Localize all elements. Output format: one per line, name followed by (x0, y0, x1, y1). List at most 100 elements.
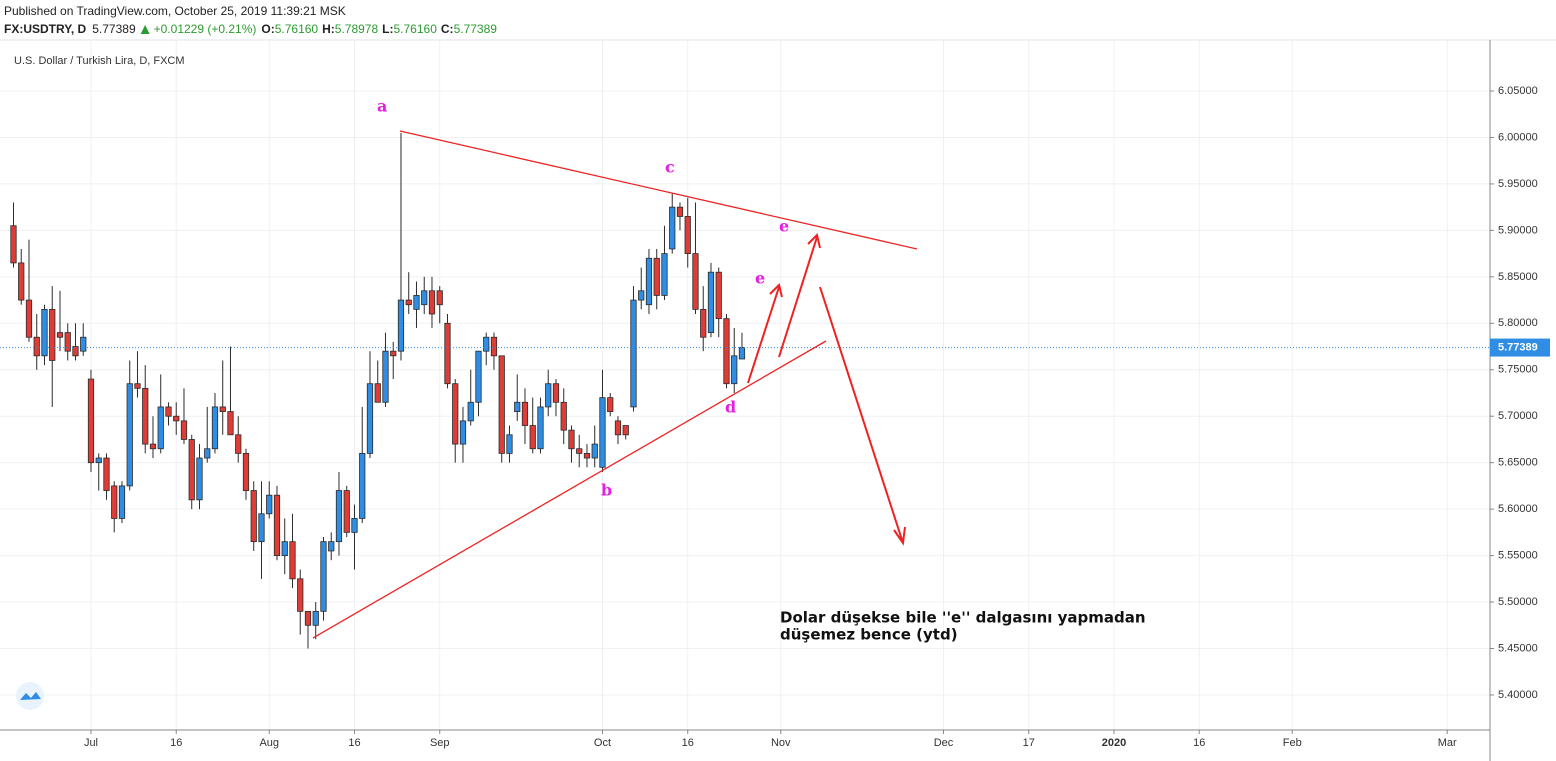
candle-body (95, 457, 102, 464)
drawings (312, 130, 918, 639)
candle-body (390, 350, 397, 357)
candle-body (80, 336, 87, 352)
ohlc-label: O: (261, 22, 274, 36)
x-tick-label: Dec (934, 737, 954, 749)
y-tick-label: 5.70000 (1498, 410, 1538, 422)
candle-body (715, 271, 722, 320)
x-tick-label: Sep (430, 737, 450, 749)
wave-label: e (755, 269, 765, 288)
y-tick-label: 5.45000 (1498, 642, 1538, 654)
candles (10, 132, 746, 649)
candle-body (118, 485, 126, 519)
candle-body (421, 290, 428, 306)
candle-body (576, 448, 583, 454)
x-tick-label: Nov (771, 737, 791, 749)
ohlc-label: L: (382, 22, 393, 36)
candle-body (142, 387, 149, 445)
y-tick-label: 5.55000 (1498, 550, 1538, 562)
candle-body (335, 490, 343, 543)
candle-body (149, 443, 157, 450)
candle-body (638, 290, 645, 301)
ohlc-value: 5.77389 (454, 22, 498, 36)
y-tick-label: 5.60000 (1498, 503, 1538, 515)
candle-body (157, 406, 164, 450)
note-line: düşemez bence (ytd) (780, 626, 958, 644)
candle-body (436, 290, 443, 306)
lower-trendline (312, 340, 827, 639)
candle-body (64, 332, 71, 352)
candle-body (103, 457, 110, 491)
candle-body (56, 332, 64, 338)
candle-body (700, 308, 707, 338)
candle-body (196, 457, 203, 501)
candle-body (545, 383, 552, 408)
legend-title: U.S. Dollar / Turkish Lira, D, FXCM (14, 55, 185, 67)
x-tick-label: 16 (682, 737, 694, 749)
candle-body (498, 355, 505, 454)
symbol: FX:USDTRY, D (4, 22, 87, 36)
candle-body (266, 494, 273, 515)
candle-body (475, 350, 482, 403)
y-tick-label: 5.65000 (1498, 457, 1538, 469)
candle-body (653, 257, 660, 296)
candle-body (72, 346, 79, 357)
quote-line: FX:USDTRY, D 5.77389 +0.01229 (+0.21%) O: 5.… (4, 22, 497, 36)
arrow (747, 283, 783, 384)
ohlc-label: C: (441, 22, 454, 36)
candle-body (351, 518, 358, 533)
candle-body (87, 378, 95, 464)
upper-trendline (399, 130, 918, 250)
candle-body (126, 383, 133, 487)
candle-body (289, 541, 296, 580)
wave-label: c (665, 158, 675, 177)
logo-circle (16, 682, 44, 710)
candle-body (428, 290, 436, 315)
candle-body (723, 318, 730, 385)
candle-body (599, 397, 606, 468)
candle-body (382, 350, 389, 403)
candle-body (607, 397, 614, 412)
candle-body (452, 383, 459, 445)
y-tick-label: 5.90000 (1498, 224, 1538, 236)
candle-body (560, 401, 567, 431)
last: 5.77389 (92, 22, 136, 36)
candle-body (10, 225, 17, 264)
candle-body (304, 610, 312, 626)
candle-body (273, 494, 281, 556)
candle-body (537, 406, 544, 450)
candle-body (583, 452, 591, 459)
candle-body (506, 434, 513, 454)
last-price-tag (1490, 338, 1550, 357)
candle-body (258, 513, 265, 543)
x-tick-label: 16 (170, 737, 182, 749)
candle-body (180, 420, 188, 440)
x-tick-label: 17 (1023, 737, 1035, 749)
candle-body (111, 485, 118, 519)
candle-body (444, 322, 451, 385)
candle-body (366, 383, 374, 454)
change: +0.01229 (+0.21%) (154, 22, 257, 36)
x-tick-label: 2020 (1102, 737, 1126, 749)
y-tick-label: 5.80000 (1498, 317, 1538, 329)
candle-body (669, 206, 676, 250)
candle-body (343, 490, 350, 533)
candle-body (490, 336, 498, 357)
candle-body (134, 383, 141, 389)
x-tick-label: Oct (594, 737, 611, 749)
wave-label: e (779, 217, 789, 236)
y-tick-label: 6.00000 (1498, 131, 1538, 143)
y-tick-label: 6.05000 (1498, 85, 1538, 97)
candle-body (235, 434, 242, 454)
candle-body (622, 425, 629, 436)
candle-body (328, 541, 335, 552)
candle-body (684, 216, 691, 255)
x-tick-label: 16 (1193, 737, 1205, 749)
candle-body (173, 415, 180, 422)
candle-body (514, 401, 521, 412)
arrow (819, 286, 906, 546)
candle-body (374, 383, 381, 403)
up-triangle (140, 25, 150, 34)
logo (16, 682, 44, 710)
y-tick-label: 5.85000 (1498, 271, 1538, 283)
